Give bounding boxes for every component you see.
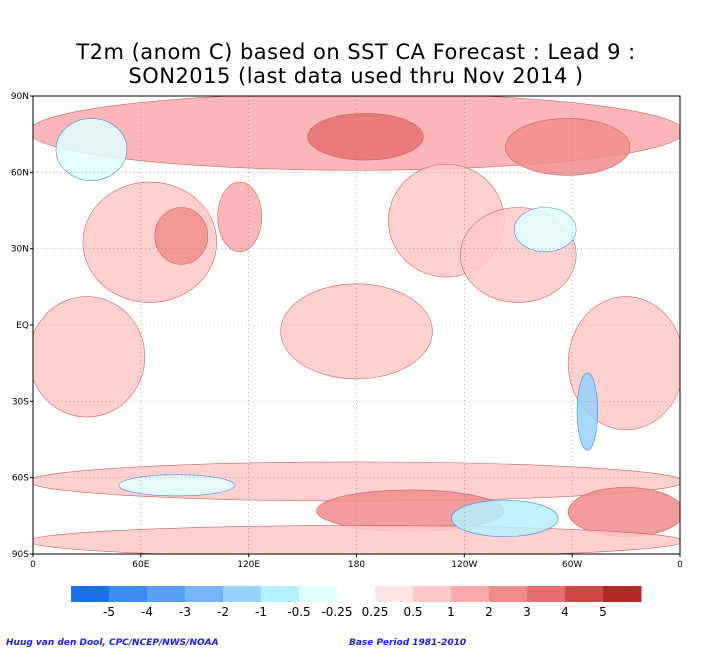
anomaly-region (513, 207, 577, 252)
latitude-label: 30N (11, 245, 29, 255)
anomaly-region (55, 118, 128, 181)
longitude-label: 60W (562, 560, 582, 570)
map-gridlines (33, 96, 680, 554)
chart-title-line-1: T2m (anom C) based on SST CA Forecast : … (76, 40, 636, 64)
latitude-label: 30S (12, 397, 29, 407)
anomaly-region (118, 474, 235, 497)
anomaly-region (217, 181, 262, 252)
colorbar-swatch (185, 586, 224, 602)
anomaly-region (567, 487, 680, 537)
colorbar-label: -0.25 (321, 605, 352, 619)
colorbar-label: 1 (447, 605, 455, 619)
colorbar: -5 -4 -3 -2 -1 -0.5 -0.25 0.25 0.5 1 2 3 4 5 (71, 586, 642, 619)
longitude-label: 60E (132, 560, 149, 570)
anomaly-region (576, 372, 599, 451)
anomaly-region (33, 296, 146, 418)
colorbar-label: -3 (179, 605, 191, 619)
colorbar-label: -1 (255, 605, 267, 619)
colorbar-label: -0.5 (287, 605, 310, 619)
colorbar-swatch (71, 586, 110, 602)
colorbar-label: -4 (141, 605, 153, 619)
longitude-label: 120W (451, 560, 477, 570)
colorbar-swatch (603, 586, 642, 602)
latitude-label: 60N (11, 168, 29, 178)
colorbar-label: 4 (561, 605, 569, 619)
latitude-labels: 90N 60N 30N EQ 30S 60S 90S (11, 92, 33, 560)
latitude-label: 90S (12, 550, 29, 560)
colorbar-label: 0.5 (403, 605, 422, 619)
anomaly-region (451, 499, 559, 537)
base-period-note: Base Period 1981-2010 (349, 638, 467, 648)
anomaly-region (504, 118, 631, 176)
longitude-label: 120E (237, 560, 260, 570)
colorbar-swatch (261, 586, 300, 602)
longitude-label: 180 (348, 560, 365, 570)
colorbar-swatch (375, 586, 414, 602)
colorbar-label: -5 (103, 605, 115, 619)
colorbar-swatch (489, 586, 528, 602)
colorbar-label: 0.25 (362, 605, 389, 619)
colorbar-label: 5 (599, 605, 607, 619)
longitude-label: 0 (30, 560, 36, 570)
colorbar-swatch (527, 586, 566, 602)
latitude-label: 60S (12, 474, 29, 484)
colorbar-swatch (337, 586, 376, 602)
chart-title-line-2: SON2015 (last data used thru Nov 2014 ) (128, 64, 584, 88)
colorbar-swatch (451, 586, 490, 602)
anomaly-region (154, 207, 209, 265)
colorbar-swatch (109, 586, 148, 602)
colorbar-swatch (413, 586, 452, 602)
anomaly-regions (33, 96, 680, 554)
colorbar-swatch (223, 586, 262, 602)
colorbar-label: 3 (523, 605, 531, 619)
longitude-label: 0 (677, 560, 683, 570)
colorbar-swatch (299, 586, 338, 602)
anomaly-region (280, 283, 433, 380)
colorbar-swatch (147, 586, 186, 602)
latitude-label: 90N (11, 92, 29, 102)
colorbar-label: -2 (217, 605, 229, 619)
credit-author: Huug van den Dool, CPC/NCEP/NWS/NOAA (6, 638, 219, 648)
longitude-labels: 0 60E 120E 180 120W 60W 0 (30, 554, 683, 570)
latitude-label: EQ (16, 321, 29, 331)
anomaly-region (307, 113, 424, 161)
colorbar-swatch (565, 586, 604, 602)
colorbar-label: 2 (485, 605, 493, 619)
